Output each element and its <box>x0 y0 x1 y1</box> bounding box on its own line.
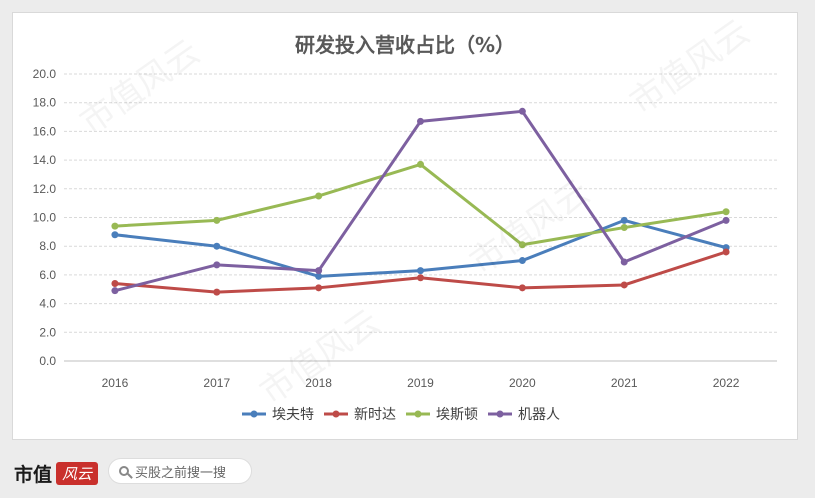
chart-card: 研发投入营收占比（%） 0.0 2.0 4.0 6.0 8.0 10.0 12.0 14.0 1… <box>12 12 798 440</box>
data-point <box>213 216 221 224</box>
legend-label: 埃夫特 <box>272 407 314 423</box>
data-point <box>620 258 628 266</box>
y-tick-label: 12.0 <box>33 182 57 196</box>
y-tick-label: 4.0 <box>39 297 56 311</box>
data-point <box>620 224 628 232</box>
x-tick-label: 2021 <box>611 376 638 390</box>
y-tick-label: 16.0 <box>33 124 57 138</box>
y-tick-label: 6.0 <box>39 268 56 282</box>
search-placeholder: 买股之前搜一搜 <box>135 465 227 481</box>
brand-badge: 风云 <box>56 462 99 485</box>
footer: 市值 风云 买股之前搜一搜 <box>0 448 815 498</box>
y-tick-label: 18.0 <box>33 96 57 110</box>
data-point <box>518 241 526 249</box>
data-point <box>111 222 119 230</box>
data-point <box>417 160 424 168</box>
brand-name: 市值 <box>14 464 53 486</box>
legend-label: 新时达 <box>354 407 396 423</box>
y-tick-label: 20.0 <box>33 67 57 81</box>
line-chart: 0.0 2.0 4.0 6.0 8.0 10.0 12.0 14.0 16.0 18.0 20.0 2… <box>33 67 777 423</box>
series-line <box>113 109 728 293</box>
data-point <box>417 117 424 125</box>
data-point <box>315 284 323 292</box>
data-point <box>315 267 323 275</box>
data-point <box>518 257 526 265</box>
brand-logo[interactable]: 市值 风云 <box>14 460 99 487</box>
legend-marker <box>332 410 340 418</box>
data-point <box>111 231 119 239</box>
y-tick-label: 10.0 <box>33 211 57 225</box>
legend-label: 机器人 <box>518 407 560 423</box>
data-point <box>722 208 730 216</box>
legend-marker <box>414 410 422 418</box>
data-point <box>518 107 526 115</box>
x-tick-label: 2020 <box>509 376 536 390</box>
legend-label: 埃斯顿 <box>436 407 478 423</box>
y-tick-label: 2.0 <box>39 325 56 339</box>
y-tick-label: 0.0 <box>39 354 56 368</box>
x-tick-label: 2016 <box>102 376 129 390</box>
data-point <box>620 281 628 289</box>
legend-marker <box>496 410 504 418</box>
data-point <box>213 242 221 250</box>
y-tick-label: 14.0 <box>33 153 57 167</box>
data-point <box>315 272 323 280</box>
data-point <box>722 216 730 224</box>
x-tick-label: 2019 <box>407 376 434 390</box>
data-point <box>417 274 424 282</box>
data-point <box>722 248 730 256</box>
chart-title: 研发投入营收占比（%） <box>294 33 516 57</box>
legend-marker <box>250 410 258 418</box>
data-point <box>111 280 119 288</box>
data-point <box>111 287 119 295</box>
data-point <box>213 288 221 296</box>
data-point <box>417 267 424 275</box>
x-tick-label: 2022 <box>713 376 740 390</box>
data-point <box>518 284 526 292</box>
x-tick-label: 2018 <box>305 376 332 390</box>
data-point <box>213 261 221 269</box>
data-point <box>620 216 628 224</box>
x-tick-label: 2017 <box>203 376 230 390</box>
series-line <box>113 162 728 247</box>
data-point <box>315 192 323 200</box>
search-input[interactable]: 买股之前搜一搜 <box>108 458 252 484</box>
y-tick-label: 8.0 <box>39 239 56 253</box>
search-icon <box>119 466 129 476</box>
